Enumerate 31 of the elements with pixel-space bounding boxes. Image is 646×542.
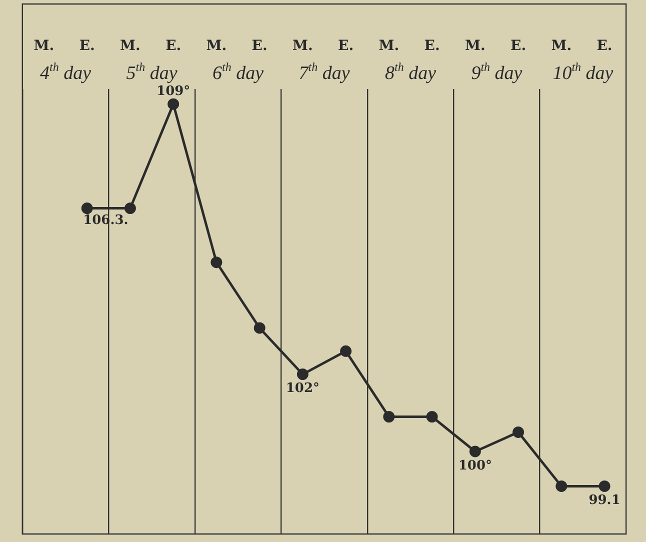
x-tick-label: E. [252,38,268,54]
point [556,480,568,492]
x-tick-label: E. [510,38,526,54]
data-label: 109° [156,84,190,99]
point [426,411,438,422]
x-tick-label: M. [292,38,313,54]
data-label: 102° [286,381,320,396]
x-tick-label: E. [166,38,182,54]
point [210,256,222,268]
x-tick-label: E. [596,38,612,54]
x-tick-label: E. [338,38,354,54]
x-tick-label: M. [551,38,572,54]
x-tick-label: M. [120,38,140,54]
data-label: 99.1 [588,493,620,508]
point [254,322,266,334]
point [340,345,352,357]
point [124,202,136,214]
x-tick-label: M. [34,38,54,54]
point [598,480,610,492]
x-tick-label: E. [79,38,95,54]
point [512,426,524,438]
point [168,98,180,110]
x-tick-label: M. [206,38,227,54]
x-tick-label: M. [378,38,400,54]
point [296,368,308,380]
point [383,411,395,422]
point [81,202,93,214]
data-label: 100° [458,458,492,474]
point [469,446,481,458]
x-tick-label: M. [464,38,486,54]
x-tick-label: E. [424,38,440,54]
